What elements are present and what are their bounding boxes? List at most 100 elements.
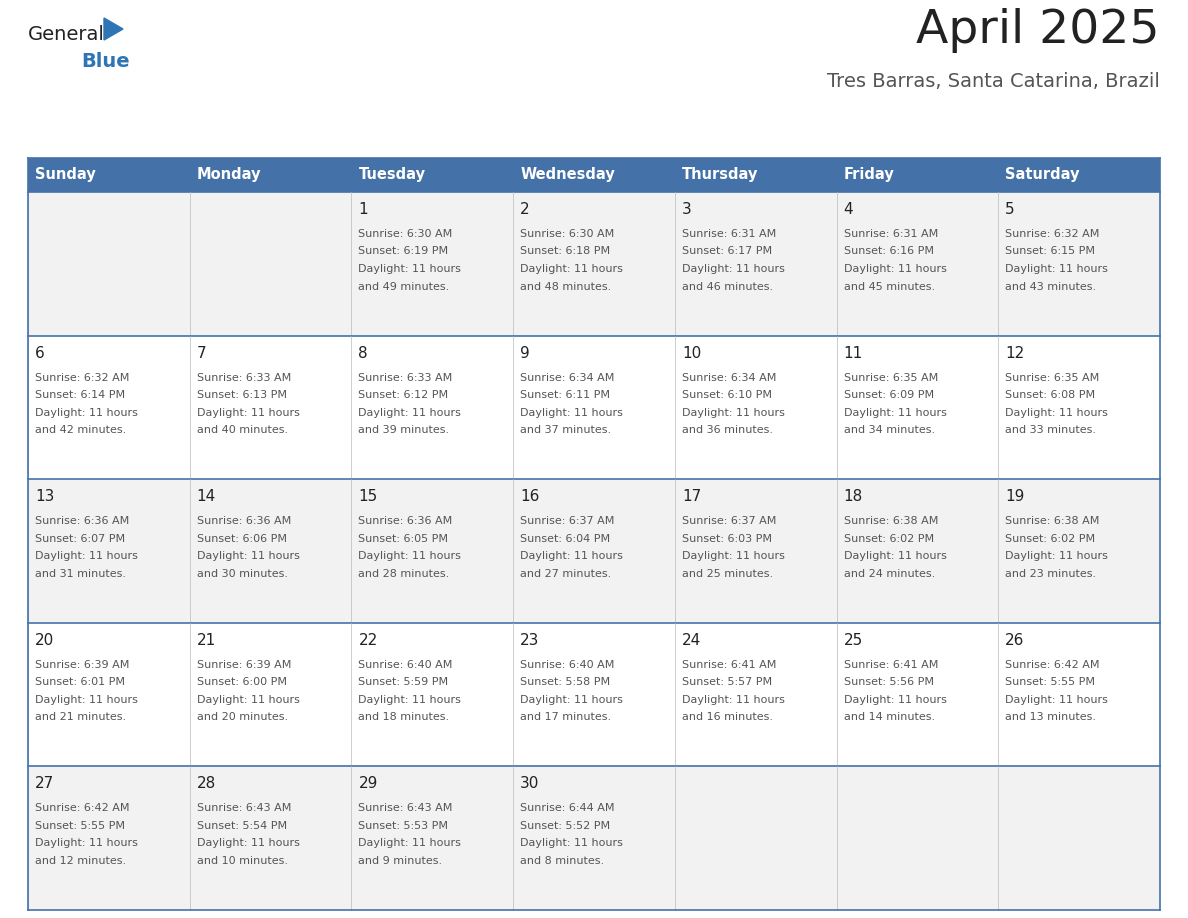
Text: Daylight: 11 hours: Daylight: 11 hours	[359, 695, 461, 705]
Text: 21: 21	[197, 633, 216, 648]
Text: Sunrise: 6:42 AM: Sunrise: 6:42 AM	[1005, 660, 1100, 670]
Text: and 12 minutes.: and 12 minutes.	[34, 856, 126, 866]
Text: Sunset: 5:57 PM: Sunset: 5:57 PM	[682, 677, 772, 688]
Text: 14: 14	[197, 489, 216, 504]
Text: Tres Barras, Santa Catarina, Brazil: Tres Barras, Santa Catarina, Brazil	[827, 72, 1159, 91]
Text: 18: 18	[843, 489, 862, 504]
Text: Sunrise: 6:37 AM: Sunrise: 6:37 AM	[520, 516, 614, 526]
Text: Daylight: 11 hours: Daylight: 11 hours	[34, 695, 138, 705]
Text: Sunset: 6:13 PM: Sunset: 6:13 PM	[197, 390, 286, 400]
Text: and 28 minutes.: and 28 minutes.	[359, 568, 450, 578]
Text: and 24 minutes.: and 24 minutes.	[843, 568, 935, 578]
Text: Sunset: 6:14 PM: Sunset: 6:14 PM	[34, 390, 125, 400]
Text: Daylight: 11 hours: Daylight: 11 hours	[1005, 264, 1108, 274]
Bar	[29, 336, 1159, 479]
Text: 10: 10	[682, 345, 701, 361]
Text: Thursday: Thursday	[682, 167, 758, 183]
Text: 30: 30	[520, 777, 539, 791]
Text: and 48 minutes.: and 48 minutes.	[520, 282, 612, 292]
Text: 3: 3	[682, 202, 691, 217]
Text: Daylight: 11 hours: Daylight: 11 hours	[1005, 408, 1108, 418]
Text: Daylight: 11 hours: Daylight: 11 hours	[843, 408, 947, 418]
Text: and 9 minutes.: and 9 minutes.	[359, 856, 443, 866]
Text: Sunset: 6:05 PM: Sunset: 6:05 PM	[359, 533, 448, 543]
Text: 25: 25	[843, 633, 862, 648]
Text: Sunrise: 6:41 AM: Sunrise: 6:41 AM	[843, 660, 939, 670]
Bar	[513, 158, 675, 192]
Text: Sunset: 5:55 PM: Sunset: 5:55 PM	[1005, 677, 1095, 688]
Text: Sunset: 6:17 PM: Sunset: 6:17 PM	[682, 247, 772, 256]
Text: Sunset: 6:09 PM: Sunset: 6:09 PM	[843, 390, 934, 400]
Text: 17: 17	[682, 489, 701, 504]
Text: Sunset: 6:06 PM: Sunset: 6:06 PM	[197, 533, 286, 543]
Bar	[352, 158, 513, 192]
Text: Sunrise: 6:40 AM: Sunrise: 6:40 AM	[520, 660, 614, 670]
Text: Sunrise: 6:43 AM: Sunrise: 6:43 AM	[359, 803, 453, 813]
Text: and 49 minutes.: and 49 minutes.	[359, 282, 450, 292]
Text: Sunset: 6:16 PM: Sunset: 6:16 PM	[843, 247, 934, 256]
Text: Sunset: 5:58 PM: Sunset: 5:58 PM	[520, 677, 611, 688]
Text: Sunrise: 6:31 AM: Sunrise: 6:31 AM	[682, 229, 776, 239]
Text: 24: 24	[682, 633, 701, 648]
Text: Sunset: 6:07 PM: Sunset: 6:07 PM	[34, 533, 125, 543]
Bar	[29, 158, 190, 192]
Text: Saturday: Saturday	[1005, 167, 1080, 183]
Text: and 21 minutes.: and 21 minutes.	[34, 712, 126, 722]
Text: Sunset: 6:18 PM: Sunset: 6:18 PM	[520, 247, 611, 256]
Text: Sunset: 6:04 PM: Sunset: 6:04 PM	[520, 533, 611, 543]
Text: Daylight: 11 hours: Daylight: 11 hours	[520, 695, 623, 705]
Text: Sunset: 6:03 PM: Sunset: 6:03 PM	[682, 533, 772, 543]
Text: Sunrise: 6:31 AM: Sunrise: 6:31 AM	[843, 229, 937, 239]
Text: and 10 minutes.: and 10 minutes.	[197, 856, 287, 866]
Text: and 18 minutes.: and 18 minutes.	[359, 712, 449, 722]
Text: and 13 minutes.: and 13 minutes.	[1005, 712, 1097, 722]
Text: Daylight: 11 hours: Daylight: 11 hours	[34, 838, 138, 848]
Text: Daylight: 11 hours: Daylight: 11 hours	[1005, 551, 1108, 561]
Text: Sunrise: 6:30 AM: Sunrise: 6:30 AM	[359, 229, 453, 239]
Text: and 16 minutes.: and 16 minutes.	[682, 712, 773, 722]
Text: Monday: Monday	[197, 167, 261, 183]
Text: Daylight: 11 hours: Daylight: 11 hours	[1005, 695, 1108, 705]
Text: Sunrise: 6:33 AM: Sunrise: 6:33 AM	[197, 373, 291, 383]
Text: Sunrise: 6:30 AM: Sunrise: 6:30 AM	[520, 229, 614, 239]
Text: 29: 29	[359, 777, 378, 791]
Text: 9: 9	[520, 345, 530, 361]
Bar	[29, 479, 1159, 622]
Text: and 14 minutes.: and 14 minutes.	[843, 712, 935, 722]
Text: Sunset: 6:08 PM: Sunset: 6:08 PM	[1005, 390, 1095, 400]
Text: Sunrise: 6:35 AM: Sunrise: 6:35 AM	[1005, 373, 1100, 383]
Text: Sunrise: 6:34 AM: Sunrise: 6:34 AM	[682, 373, 776, 383]
Text: Sunset: 5:55 PM: Sunset: 5:55 PM	[34, 821, 125, 831]
Text: and 43 minutes.: and 43 minutes.	[1005, 282, 1097, 292]
Text: 13: 13	[34, 489, 55, 504]
Text: and 39 minutes.: and 39 minutes.	[359, 425, 449, 435]
Text: Sunset: 5:54 PM: Sunset: 5:54 PM	[197, 821, 286, 831]
Text: Sunset: 6:10 PM: Sunset: 6:10 PM	[682, 390, 772, 400]
Text: 8: 8	[359, 345, 368, 361]
Text: Daylight: 11 hours: Daylight: 11 hours	[197, 695, 299, 705]
Text: Sunrise: 6:36 AM: Sunrise: 6:36 AM	[34, 516, 129, 526]
Text: Sunset: 6:01 PM: Sunset: 6:01 PM	[34, 677, 125, 688]
Text: Daylight: 11 hours: Daylight: 11 hours	[359, 838, 461, 848]
Text: Daylight: 11 hours: Daylight: 11 hours	[843, 695, 947, 705]
Text: Daylight: 11 hours: Daylight: 11 hours	[682, 408, 785, 418]
Text: 23: 23	[520, 633, 539, 648]
Text: Sunrise: 6:36 AM: Sunrise: 6:36 AM	[359, 516, 453, 526]
Bar	[29, 767, 1159, 910]
Text: 7: 7	[197, 345, 207, 361]
Text: 11: 11	[843, 345, 862, 361]
Text: Tuesday: Tuesday	[359, 167, 425, 183]
Text: 26: 26	[1005, 633, 1025, 648]
Text: 16: 16	[520, 489, 539, 504]
Text: and 20 minutes.: and 20 minutes.	[197, 712, 287, 722]
Text: 19: 19	[1005, 489, 1025, 504]
Text: Daylight: 11 hours: Daylight: 11 hours	[359, 551, 461, 561]
Bar	[998, 158, 1159, 192]
Text: 27: 27	[34, 777, 55, 791]
Text: and 8 minutes.: and 8 minutes.	[520, 856, 605, 866]
Text: Daylight: 11 hours: Daylight: 11 hours	[682, 695, 785, 705]
Text: Sunrise: 6:43 AM: Sunrise: 6:43 AM	[197, 803, 291, 813]
Text: and 27 minutes.: and 27 minutes.	[520, 568, 612, 578]
Text: Friday: Friday	[843, 167, 895, 183]
Text: 4: 4	[843, 202, 853, 217]
